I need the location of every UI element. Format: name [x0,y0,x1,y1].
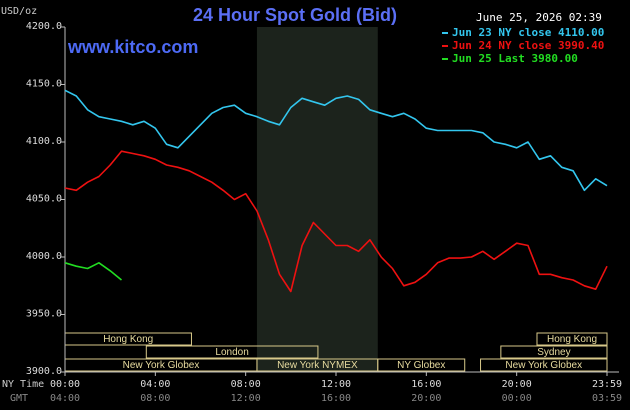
session-label: New York Globex [505,360,582,371]
y-tick-label: 4200.0 [26,21,62,32]
session-box [145,345,319,359]
session-box [500,345,608,359]
chart-title: 24 Hour Spot Gold (Bid) [193,5,397,25]
session-label: Hong Kong [547,334,597,345]
x2-tick-label: 16:00 [321,393,351,404]
x-axis-label: NY Time [2,379,44,390]
session-label: Hong Kong [103,334,153,345]
y-tick-label: 3900.0 [26,366,62,377]
legend-label: Jun 23 NY close 4110.00 [452,26,604,39]
session-label: New York Globex [123,360,200,371]
series-line [64,262,123,281]
legend-label: Jun 24 NY close 3990.40 [452,39,604,52]
session-box [536,332,608,346]
legend-label: Jun 25 Last 3980.00 [452,52,578,65]
y-axis-label: USD/oz [1,6,37,17]
series-line [64,150,608,293]
session-label: London [215,347,248,358]
session-box [480,358,608,372]
x2-tick-label: 20:00 [411,393,441,404]
x-tick-label: 16:00 [411,379,441,390]
x2-tick-label: 03:59 [592,393,622,404]
x-tick-label: 20:00 [502,379,532,390]
x-tick-label: 04:00 [140,379,170,390]
x-tick-label: 23:59 [592,379,622,390]
x2-tick-label: 00:00 [502,393,532,404]
x2-tick-label: 08:00 [140,393,170,404]
y-tick-label: 4100.0 [26,136,62,147]
watermark: www.kitco.com [67,37,198,57]
session-label: New York NYMEX [277,360,358,371]
x2-axis-label: GMT [10,393,28,404]
x-tick-label: 08:00 [231,379,261,390]
y-tick-label: 4150.0 [26,79,62,90]
series-line [64,89,608,192]
shaded-band [256,27,378,372]
x-tick-label: 00:00 [50,379,80,390]
timestamp: June 25, 2026 02:39 [476,11,602,24]
x2-tick-label: 04:00 [50,393,80,404]
session-label: Sydney [537,347,570,358]
x-tick-label: 12:00 [321,379,351,390]
session-label: NY Globex [397,360,445,371]
session-box [377,358,466,372]
x2-tick-label: 12:00 [231,393,261,404]
y-tick-label: 4050.0 [26,194,62,205]
y-tick-label: 3950.0 [26,309,62,320]
y-tick-label: 4000.0 [26,251,62,262]
plot-underlay [64,27,608,372]
